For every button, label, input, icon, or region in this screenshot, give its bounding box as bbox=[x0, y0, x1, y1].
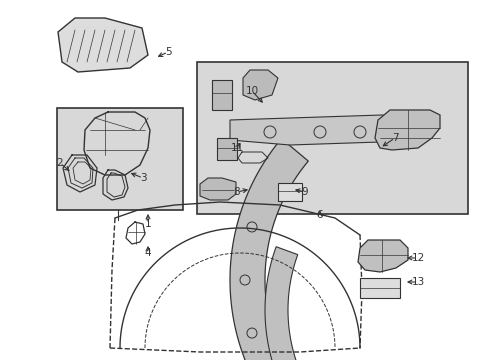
Text: 1: 1 bbox=[144, 219, 151, 229]
Bar bbox=[217, 138, 237, 160]
Text: 5: 5 bbox=[164, 47, 171, 57]
Bar bbox=[197, 62, 467, 214]
Bar bbox=[359, 278, 399, 298]
Bar bbox=[278, 183, 302, 201]
Bar bbox=[57, 108, 183, 210]
Polygon shape bbox=[357, 240, 407, 272]
Text: 10: 10 bbox=[245, 86, 258, 96]
Text: 2: 2 bbox=[57, 158, 63, 168]
Polygon shape bbox=[243, 70, 278, 100]
Polygon shape bbox=[264, 247, 309, 360]
Bar bbox=[212, 80, 231, 110]
Text: 3: 3 bbox=[140, 173, 146, 183]
Text: 9: 9 bbox=[301, 187, 307, 197]
Text: 4: 4 bbox=[144, 248, 151, 258]
Text: 8: 8 bbox=[233, 187, 240, 197]
Text: 11: 11 bbox=[230, 143, 243, 153]
Polygon shape bbox=[58, 18, 148, 72]
Text: 7: 7 bbox=[391, 133, 398, 143]
Polygon shape bbox=[374, 110, 439, 150]
Text: 13: 13 bbox=[410, 277, 424, 287]
Polygon shape bbox=[200, 178, 236, 200]
Text: 12: 12 bbox=[410, 253, 424, 263]
Polygon shape bbox=[229, 139, 307, 360]
Polygon shape bbox=[229, 115, 417, 145]
Text: 6: 6 bbox=[316, 210, 323, 220]
